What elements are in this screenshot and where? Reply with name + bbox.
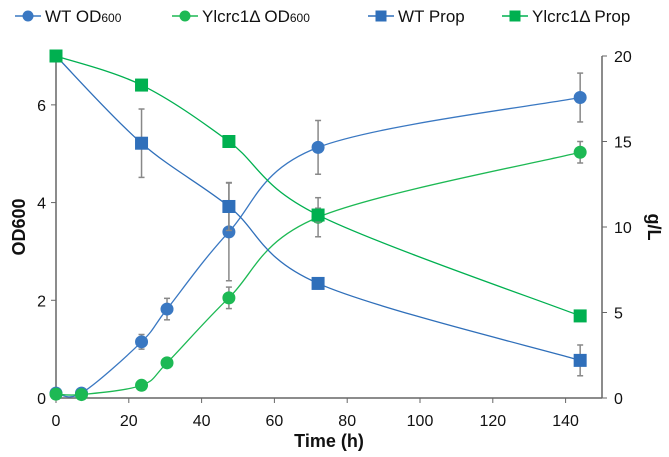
x-tick-label: 0 (52, 413, 61, 430)
data-point (573, 91, 587, 105)
y2-tick-label: 15 (614, 135, 632, 152)
y-axis-title: OD600 (9, 198, 29, 255)
x-tick-label: 120 (479, 413, 506, 430)
legend-item: Ylcrc1Δ Prop (502, 7, 630, 26)
y2-axis-title: g/L (644, 214, 664, 241)
x-tick-label: 40 (193, 413, 211, 430)
legend-label: Ylcrc1Δ Prop (532, 7, 630, 26)
y-tick-label: 4 (37, 196, 46, 213)
legend-label-main: WT OD (45, 7, 101, 26)
data-point (222, 225, 236, 239)
data-point (49, 49, 63, 63)
legend-marker (509, 10, 521, 22)
x-tick-label: 100 (407, 413, 434, 430)
series-ylcrc1-prop (49, 49, 587, 323)
legend-label-subscript: 600 (290, 11, 310, 25)
data-point (311, 276, 325, 290)
plot-area (49, 49, 587, 402)
data-point (222, 199, 236, 213)
x-tick-label: 140 (552, 413, 579, 430)
series-line (55, 55, 581, 317)
series-ylcrc1-od600 (49, 140, 587, 402)
data-point (160, 356, 174, 370)
data-point (135, 335, 149, 349)
legend-marker (22, 10, 34, 22)
legend-label-main: WT Prop (398, 7, 465, 26)
legend: WT OD600 Ylcrc1Δ OD600 WT Prop Ylcrc1Δ Prop (15, 7, 630, 26)
y-tick-label: 2 (37, 293, 46, 310)
data-point (222, 135, 236, 148)
legend-label: Ylcrc1Δ OD600 (202, 7, 310, 26)
data-point (311, 208, 325, 222)
y-tick-label: 6 (37, 98, 46, 115)
legend-label: WT OD600 (45, 7, 122, 26)
x-tick-label: 20 (120, 413, 138, 430)
legend-label-subscript: 600 (101, 11, 121, 25)
data-point (573, 145, 587, 159)
legend-label-main: Ylcrc1Δ Prop (532, 7, 630, 26)
legend-item: Ylcrc1Δ OD600 (172, 7, 310, 26)
legend-marker (375, 10, 387, 22)
x-axis-title: Time (h) (294, 431, 364, 451)
series-line (55, 96, 581, 398)
series-line (55, 55, 581, 362)
y2-tick-label: 0 (614, 391, 623, 408)
data-point (135, 78, 149, 92)
x-tick-label: 60 (266, 413, 284, 430)
data-point (135, 136, 149, 150)
data-point (74, 388, 88, 402)
y2-tick-label: 5 (614, 306, 623, 323)
legend-marker (179, 10, 191, 22)
data-point (160, 302, 174, 316)
series-line (55, 151, 581, 396)
legend-label: WT Prop (398, 7, 465, 26)
data-point (222, 291, 236, 305)
y-tick-label: 0 (37, 391, 46, 408)
x-tick-label: 80 (338, 413, 356, 430)
legend-item: WT OD600 (15, 7, 122, 26)
data-point (135, 378, 149, 392)
data-point (49, 387, 63, 401)
y2-tick-label: 20 (614, 49, 632, 66)
data-point (311, 140, 325, 154)
legend-label-main: Ylcrc1Δ OD (202, 7, 290, 26)
y2-tick-label: 10 (614, 220, 632, 237)
data-point (573, 309, 587, 323)
data-point (573, 353, 587, 367)
legend-item: WT Prop (368, 7, 465, 26)
